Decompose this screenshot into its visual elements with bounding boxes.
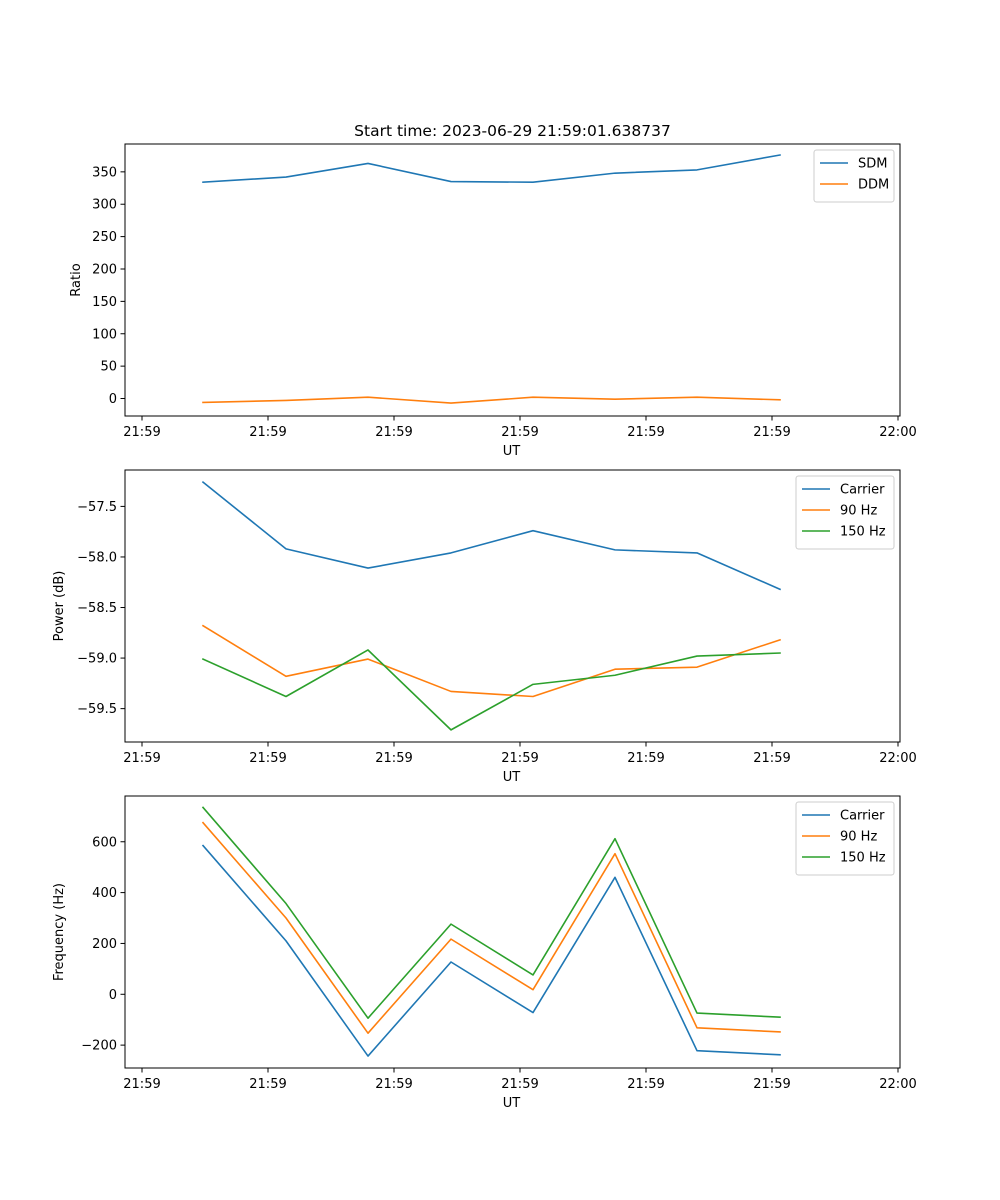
x-tick-label: 22:00 — [879, 425, 916, 440]
x-tick-label: 21:59 — [123, 751, 160, 766]
y-tick-label: 200 — [92, 262, 117, 277]
x-axis-label: UT — [503, 770, 521, 785]
legend-entry-label: SDM — [858, 157, 887, 172]
y-tick-label: 400 — [92, 886, 117, 901]
legend: SDM DDM — [813, 149, 895, 203]
y-tick-label: 600 — [92, 835, 117, 850]
x-axis-label: UT — [503, 1096, 521, 1111]
y-tick-label: −58.0 — [77, 550, 117, 565]
y-axis-label: Frequency (Hz) — [52, 883, 67, 981]
legend-entry-label: 150 Hz — [840, 851, 886, 866]
plot-frame — [124, 469, 901, 743]
x-tick-label: 21:59 — [501, 425, 538, 440]
x-tick-label: 21:59 — [753, 1077, 790, 1092]
y-tick-label: −200 — [81, 1039, 117, 1054]
y-tick-label: 50 — [100, 360, 117, 375]
x-tick-label: 21:59 — [375, 751, 412, 766]
chart-title: Start time: 2023-06-29 21:59:01.638737 — [354, 122, 671, 140]
series-line-90-hz — [201, 821, 781, 1034]
series-line-carrier — [201, 481, 782, 591]
series-line-150-hz — [201, 806, 781, 1019]
x-tick-label: 21:59 — [249, 425, 286, 440]
y-tick-label: 350 — [92, 165, 117, 180]
x-axis-label: UT — [503, 444, 521, 459]
x-tick-label: 21:59 — [753, 751, 790, 766]
x-tick-label: 21:59 — [753, 425, 790, 440]
y-tick-label: 0 — [109, 392, 117, 407]
series-line-carrier — [201, 844, 781, 1057]
legend: Carrier 90 Hz 150 Hz — [795, 801, 895, 876]
chart-panels: 21:59 21:59 21:59 21:59 21:59 21:59 22:00 0 50 10… — [52, 122, 917, 1111]
x-tick-label: 22:00 — [879, 1077, 916, 1092]
legend-entry-label: 150 Hz — [840, 525, 886, 540]
plot-frame — [124, 143, 901, 417]
y-tick-label: 0 — [109, 988, 117, 1003]
legend-entry-label: 90 Hz — [840, 830, 877, 845]
x-tick-label: 22:00 — [879, 751, 916, 766]
x-tick-label: 21:59 — [501, 751, 538, 766]
y-tick-label: 100 — [92, 327, 117, 342]
y-tick-label: 200 — [92, 937, 117, 952]
x-tick-label: 21:59 — [627, 425, 664, 440]
y-tick-label: 300 — [92, 198, 117, 213]
series-line-sdm — [202, 154, 781, 184]
x-tick-label: 21:59 — [501, 1077, 538, 1092]
x-tick-label: 21:59 — [375, 425, 412, 440]
x-tick-label: 21:59 — [375, 1077, 412, 1092]
x-tick-label: 21:59 — [123, 425, 160, 440]
y-tick-label: 150 — [92, 295, 117, 310]
chart-panel-3: 21:59 21:59 21:59 21:59 21:59 21:59 22:00 600 40… — [52, 795, 917, 1111]
legend: Carrier 90 Hz 150 Hz — [795, 475, 895, 550]
plot-frame — [124, 795, 901, 1069]
chart-panel-1: 21:59 21:59 21:59 21:59 21:59 21:59 22:00 0 50 10… — [69, 122, 917, 459]
legend-entry-label: Carrier — [840, 809, 885, 824]
x-tick-label: 21:59 — [249, 751, 286, 766]
series-line-ddm — [202, 396, 781, 404]
y-tick-label: −58.5 — [77, 601, 117, 616]
chart-panel-2: 21:59 21:59 21:59 21:59 21:59 21:59 22:00 −57.5… — [52, 469, 917, 785]
x-tick-label: 21:59 — [627, 751, 664, 766]
legend-entry-label: DDM — [858, 178, 889, 193]
y-tick-label: −59.5 — [77, 702, 117, 717]
series-line-150-hz — [201, 649, 781, 731]
y-axis-label: Ratio — [69, 263, 84, 296]
y-tick-label: 250 — [92, 230, 117, 245]
x-tick-label: 21:59 — [249, 1077, 286, 1092]
x-tick-label: 21:59 — [627, 1077, 664, 1092]
legend-entry-label: 90 Hz — [840, 504, 877, 519]
x-tick-label: 21:59 — [123, 1077, 160, 1092]
legend-entry-label: Carrier — [840, 483, 885, 498]
series-line-90-hz — [201, 624, 782, 698]
y-axis-label: Power (dB) — [52, 571, 67, 642]
y-tick-label: −57.5 — [77, 500, 117, 515]
y-tick-label: −59.0 — [77, 652, 117, 667]
